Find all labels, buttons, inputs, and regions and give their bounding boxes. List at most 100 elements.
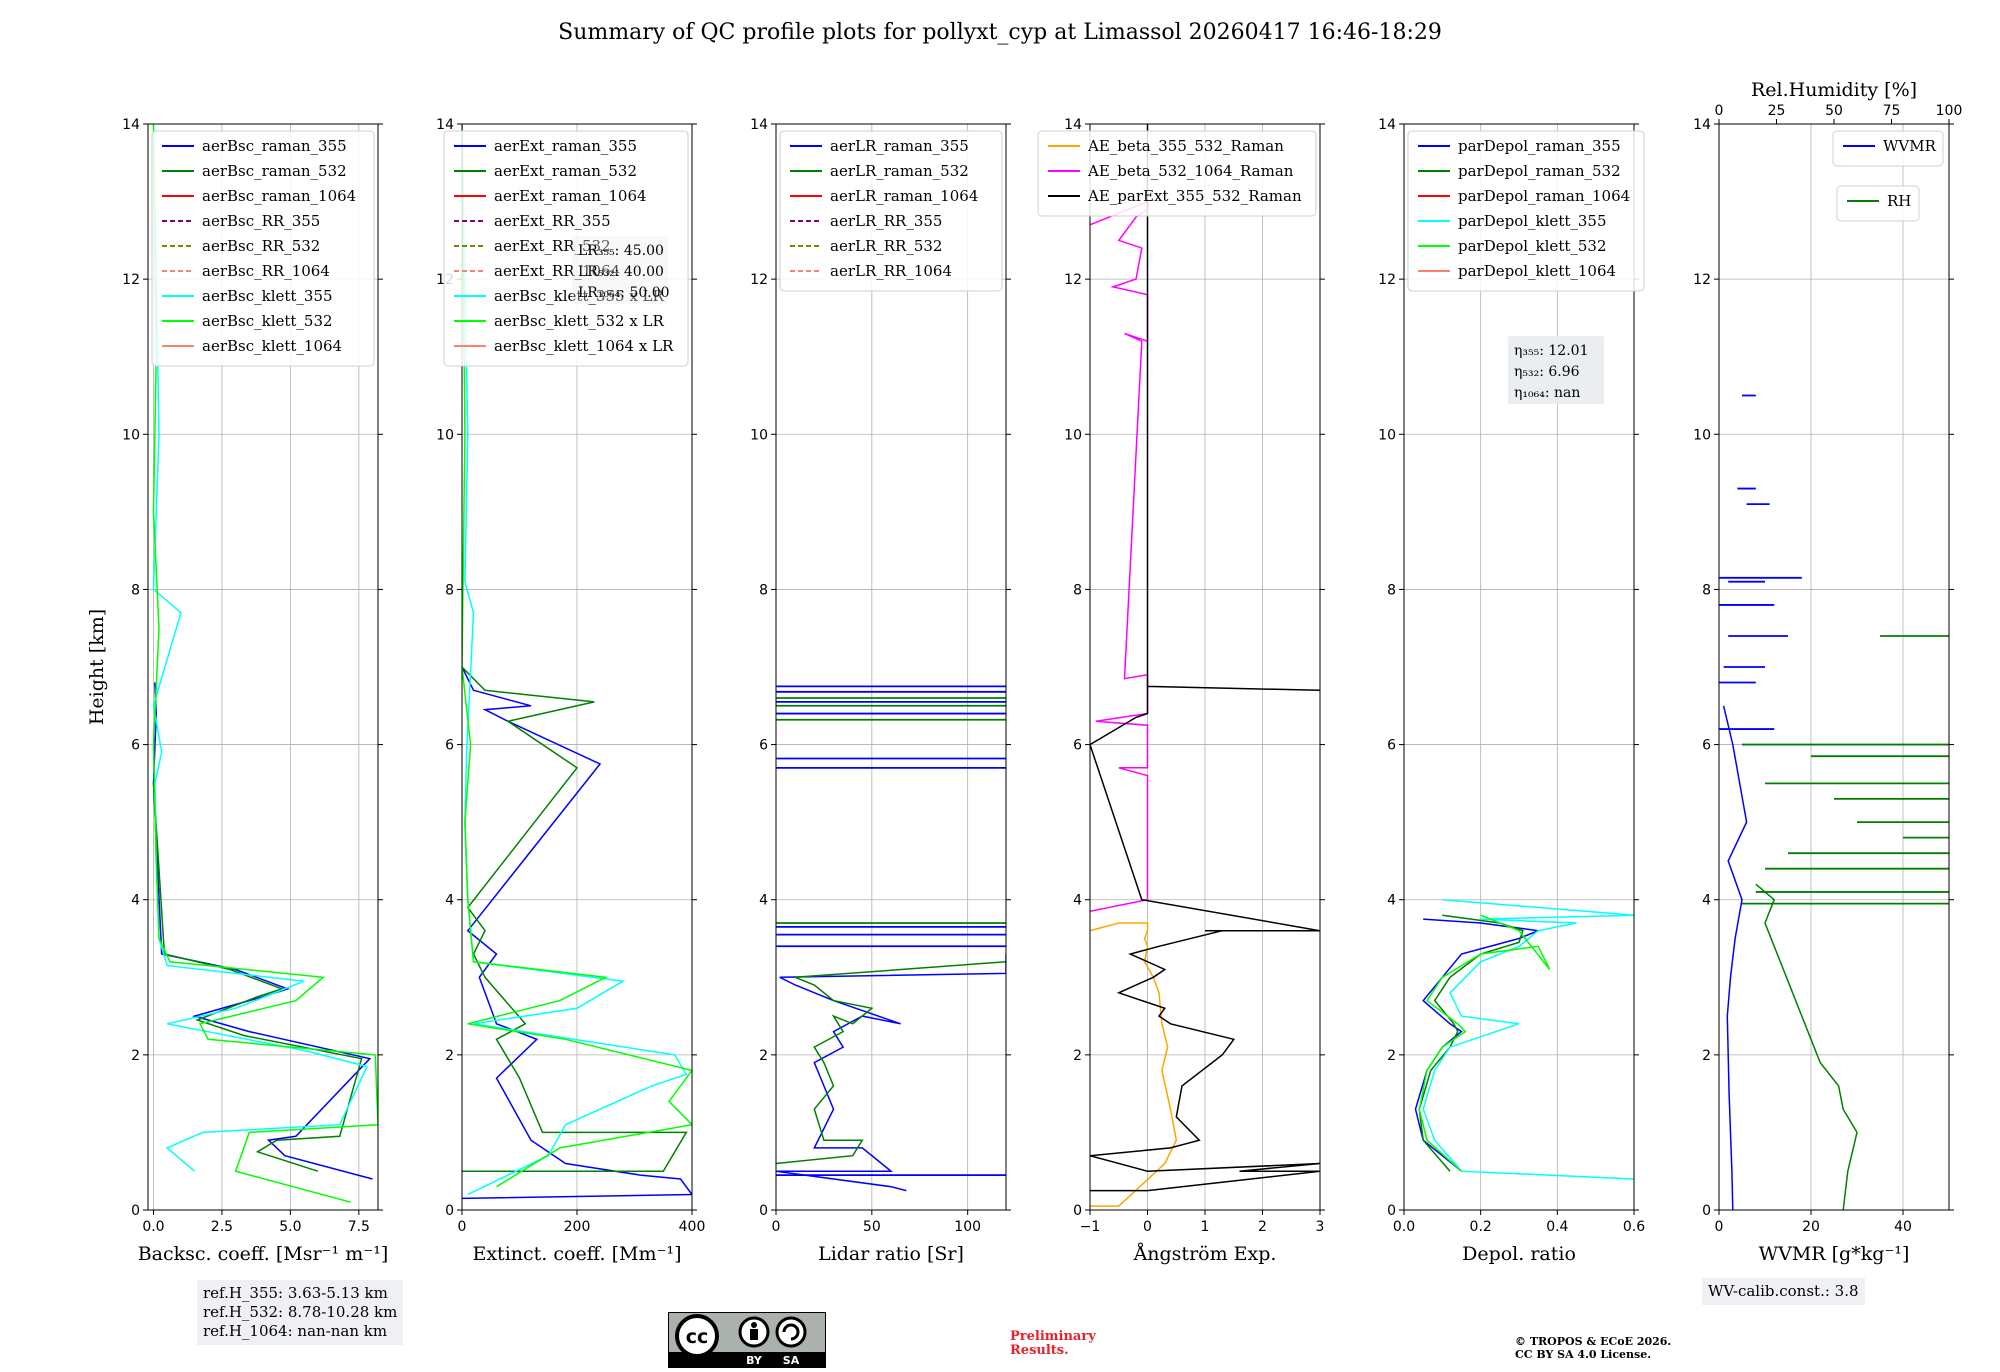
y-tick-label: 8 [445, 582, 454, 598]
series-aerlr-raman-532 [776, 961, 1006, 1165]
preliminary-line-1: Preliminary [1010, 1329, 1096, 1344]
x-tick-label: 1 [1201, 1219, 1210, 1235]
ref-height-532: ref.H_532: 8.78-10.28 km [203, 1303, 398, 1321]
y-tick-label: 10 [436, 427, 454, 443]
legend-label-aerbsc-rr-1064: aerBsc_RR_1064 [202, 262, 330, 280]
panel-1: 0 2 4 6 8 10 12 14 0.0 2.5 5.0 7.5 Backsc. coeff. [M… [86, 117, 388, 1265]
y-tick-label: 12 [1064, 272, 1082, 288]
axes-frame [1403, 123, 1635, 1211]
x-tick-label: 0.0 [142, 1219, 164, 1235]
series-pardepol-klett-532 [1418, 914, 1551, 1172]
series-aerlr-raman-355 [776, 954, 1006, 1192]
series-aerext-raman-532 [462, 666, 688, 1172]
plot-area [1090, 124, 1320, 1207]
legend-label-aerbsc-klett-1064-x-lr: aerBsc_klett_1064 x LR [494, 337, 674, 355]
legend-label-aerbsc-klett-532-x-lr: aerBsc_klett_532 x LR [494, 312, 665, 330]
legend-frame [1832, 130, 1944, 167]
y-tick-label: 10 [750, 427, 768, 443]
copyright-line-1: © TROPOS & ECoE 2026. [1515, 1335, 1672, 1348]
cc-logo-text: cc [686, 1326, 709, 1348]
x-axis-label: Depol. ratio [1462, 1243, 1576, 1265]
x-tick-label: 0 [1715, 1219, 1724, 1235]
series-wvmr [1722, 705, 1748, 1210]
x-tick-label: 0 [772, 1219, 781, 1235]
legend: parDepol_raman_355 parDepol_raman_532 parD… [1407, 130, 1645, 292]
series-aerbsc-klett-355-x-lr [462, 124, 688, 1196]
y-tick-label: 10 [122, 427, 140, 443]
annotation-line: LR₃₅₅: 45.00 [578, 243, 664, 259]
series-pardepol-klett-355 [1422, 898, 1634, 1180]
legend: WVMR [1832, 130, 1944, 167]
legend: AE_beta_355_532_Raman AE_beta_532_1064_Ra… [1037, 130, 1317, 217]
y-tick-label: 0 [1387, 1203, 1396, 1219]
x-axis-label: Extinct. coeff. [Mm⁻¹] [472, 1243, 681, 1265]
legend-label-aerbsc-klett-355-x-lr: aerBsc_klett_355 x LR [494, 287, 665, 305]
legend-label-rh: RH [1887, 192, 1911, 210]
plot-area [1719, 394, 1949, 1210]
y-tick-label: 0 [1702, 1203, 1711, 1219]
x-tick-label: 0.6 [1623, 1219, 1645, 1235]
y-tick-label: 0 [445, 1203, 454, 1219]
legend-frame [443, 130, 689, 367]
legend-label-aerext-raman-1064: aerExt_raman_1064 [494, 187, 647, 205]
top-x-tick-label: 100 [1936, 103, 1963, 119]
legend-label-pardepol-klett-532: parDepol_klett_532 [1458, 237, 1607, 255]
annotation-line: LR₅₃₂: 40.00 [578, 264, 664, 280]
y-tick-label: 10 [1064, 427, 1082, 443]
ref-height-1064: ref.H_1064: nan-nan km [203, 1322, 388, 1340]
legend-label-aerlr-rr-1064: aerLR_RR_1064 [830, 262, 952, 280]
x-tick-label: 3 [1316, 1219, 1325, 1235]
y-tick-label: 4 [1702, 893, 1711, 909]
y-tick-label: 0 [1073, 1203, 1082, 1219]
x-axis-label: WVMR [g*kg⁻¹] [1759, 1243, 1910, 1265]
y-tick-label: 4 [759, 893, 768, 909]
series-ae-beta-355-532-raman [1090, 922, 1178, 1207]
legend-label-aerext-rr-1064: aerExt_RR_1064 [494, 262, 620, 280]
panel-5: 0 2 4 6 8 10 12 14 0.0 0.2 0.4 0.6 Depol. ratio parDe… [1378, 117, 1645, 1265]
top-x-tick-label: 75 [1883, 103, 1901, 119]
legend-label-aerlr-raman-1064: aerLR_raman_1064 [830, 187, 978, 205]
y-tick-label: 6 [1702, 738, 1711, 754]
legend-label-wvmr: WVMR [1883, 137, 1937, 155]
top-axis-label: Rel.Humidity [%] [1751, 79, 1917, 101]
series-ae-beta-532-1064-raman [1090, 200, 1149, 913]
legend-label-ae-beta-532-1064-raman: AE_beta_532_1064_Raman [1087, 162, 1294, 180]
legend-label-aerext-rr-355: aerExt_RR_355 [494, 212, 611, 230]
y-tick-label: 10 [1378, 427, 1396, 443]
panel-3: 0 2 4 6 8 10 12 14 0 50 100 Lidar ratio [Sr] aerLR_r… [750, 117, 1011, 1265]
y-tick-label: 12 [122, 272, 140, 288]
y-tick-label: 2 [1702, 1048, 1711, 1064]
y-tick-label: 2 [1073, 1048, 1082, 1064]
wv-calib-text: WV-calib.const.: 3.8 [1708, 1282, 1859, 1300]
annotation-line: η₅₃₂: 6.96 [1514, 364, 1580, 380]
x-tick-label: 400 [679, 1219, 706, 1235]
copyright-note: © TROPOS & ECoE 2026. CC BY SA 4.0 Licen… [1515, 1335, 1671, 1361]
legend-frame [1407, 130, 1645, 292]
copyright-line-2: CC BY SA 4.0 License. [1515, 1348, 1652, 1361]
y-tick-label: 6 [1387, 738, 1396, 754]
series-pardepol-raman-532 [1418, 914, 1524, 1172]
legend-label-aerext-raman-355: aerExt_raman_355 [494, 137, 637, 155]
plot-area [152, 124, 378, 1203]
x-tick-label: 0 [1143, 1219, 1152, 1235]
top-x-tick-label: 0 [1715, 103, 1724, 119]
y-tick-label: 6 [445, 738, 454, 754]
legend-label-pardepol-raman-532: parDepol_raman_532 [1458, 162, 1621, 180]
y-tick-label: 6 [759, 738, 768, 754]
x-tick-label: 5.0 [279, 1219, 301, 1235]
legend-label-aerbsc-raman-355: aerBsc_raman_355 [202, 137, 347, 155]
cc-by-label: BY [746, 1354, 763, 1367]
x-axis-label: Ångström Exp. [1133, 1243, 1277, 1265]
y-tick-label: 8 [1073, 582, 1082, 598]
series-aerbsc-klett-355 [152, 124, 369, 1172]
y-tick-label: 14 [122, 117, 140, 133]
series-aerbsc-raman-355 [152, 682, 373, 1180]
axes-frame [147, 123, 379, 1211]
legend: aerLR_raman_355 aerLR_raman_532 aerLR_rama… [779, 130, 1003, 292]
y-tick-label: 14 [1064, 117, 1082, 133]
axes-frame [775, 123, 1007, 1211]
cc-sa-label: SA [783, 1354, 800, 1367]
legend-label-aerlr-rr-532: aerLR_RR_532 [830, 237, 942, 255]
